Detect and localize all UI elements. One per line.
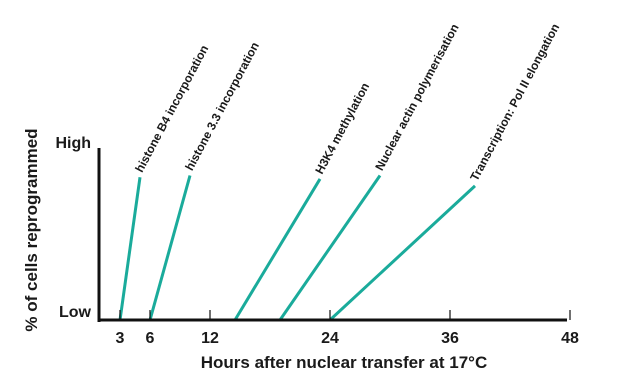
y-level-low: Low	[59, 304, 92, 321]
series-line-3	[233, 178, 322, 321]
y-level-high: High	[55, 135, 91, 152]
y-axis-title: % of cells reprogrammed	[22, 128, 41, 331]
x-tick-label-3: 3	[116, 330, 125, 347]
x-tick-label-6: 6	[146, 330, 155, 347]
series-line-2	[148, 175, 192, 321]
series-label-4: Nuclear actin polymerisation	[372, 21, 461, 172]
x-tick-label-36: 36	[441, 330, 459, 347]
series-line-4	[278, 174, 382, 321]
series-line-1	[118, 177, 142, 321]
x-tick-label-48: 48	[561, 330, 579, 347]
x-axis-title: Hours after nuclear transfer at 17°C	[201, 353, 487, 372]
series-label-3: H3K4 methylation	[312, 80, 372, 176]
series-line-5	[328, 184, 477, 322]
series-label-5: Transcription: Pol II elongation	[467, 21, 562, 183]
x-tick-label-12: 12	[201, 330, 219, 347]
x-tick-label-24: 24	[321, 330, 339, 347]
x-axis-ticks: 3 6 12 24 36 48	[116, 310, 579, 347]
